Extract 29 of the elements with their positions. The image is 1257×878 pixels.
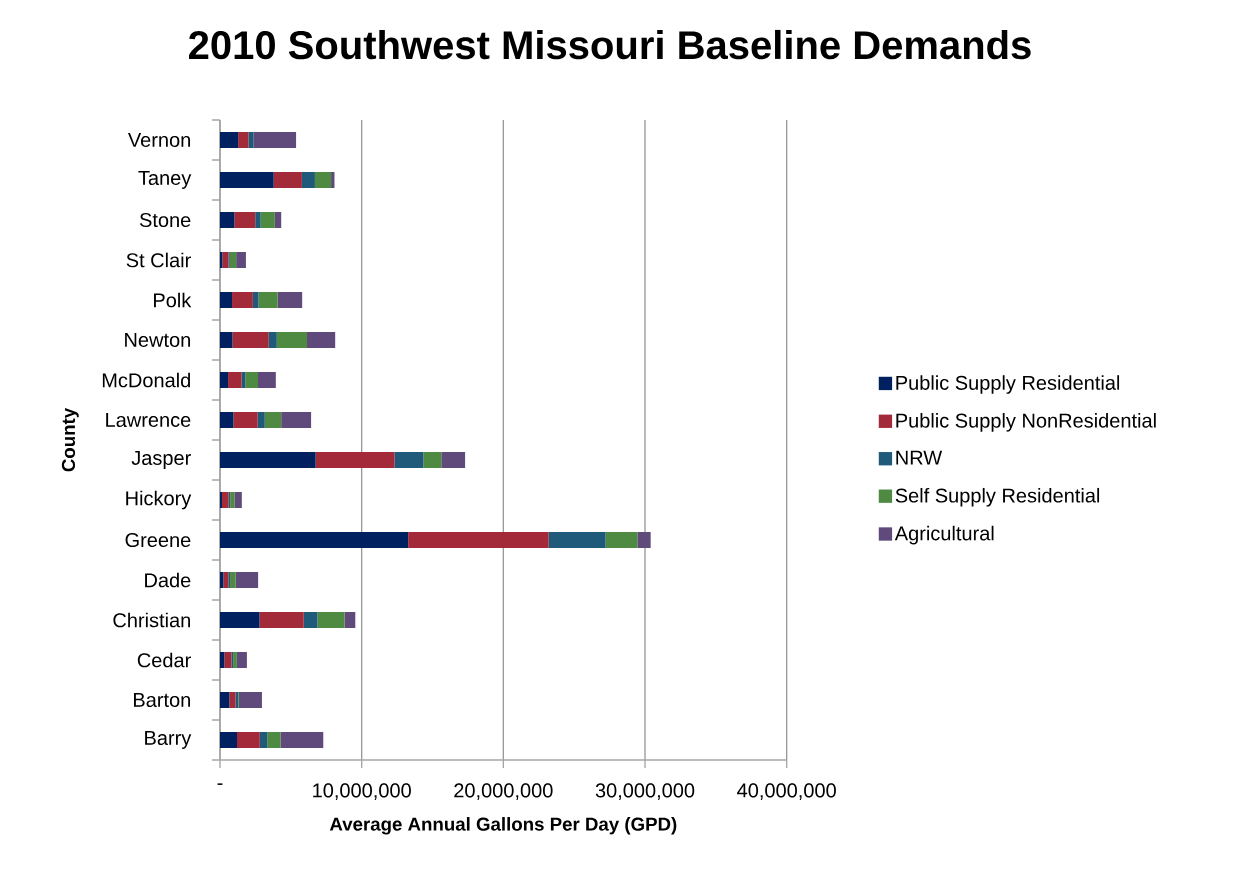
y-tick-label: McDonald [102,372,190,388]
y-tick-label: Barton [134,693,190,707]
legend-label: Self Supply Residential [895,487,1100,507]
y-tick-label: Taney [138,171,192,189]
y-tick-label: St Clair [126,252,191,268]
x-tick-label: - [217,783,223,785]
y-tick-label: Vernon [127,133,190,147]
y-tick-label: Polk [154,292,192,308]
chart-title: 2010 Southwest Missouri Baseline Demands [189,29,1031,60]
x-tick-label: 30,000,000 [595,783,695,800]
y-tick-label: Newton [125,333,190,347]
y-tick-label: Lawrence [106,413,191,427]
y-axis-title: County [61,407,79,472]
y-tick-label: Dade [145,572,191,588]
x-axis-title: Average Annual Gallons Per Day (GPD) [329,817,677,835]
legend-label: Public Supply NonResidential [896,413,1156,432]
legend-label: Public Supply Residential [896,375,1120,394]
y-tick-label: Cedar [137,652,191,668]
x-tick-label: 10,000,000 [313,783,411,800]
y-tick-label: Jasper [131,451,191,469]
y-tick-label: Christian [113,612,190,628]
x-tick-label: 40,000,000 [737,783,836,800]
y-tick-label: Hickory [126,490,192,510]
y-tick-label: Greene [125,532,191,548]
legend-label: NRW [896,450,943,465]
y-tick-label: Barry [145,731,192,749]
legend-label: Agricultural [894,525,994,545]
x-tick-label: 20,000,000 [454,783,553,800]
y-tick-label: Stone [139,212,191,228]
